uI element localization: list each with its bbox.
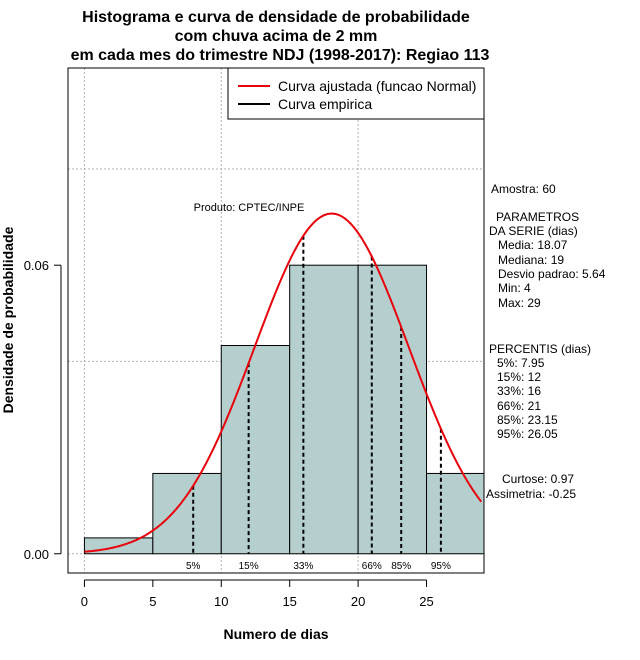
stats-panel: Amostra: 60 PARAMETROS DA SERIE (dias) M…: [486, 182, 606, 501]
percentile-label: 5%: [186, 561, 201, 572]
percentile-lines: 5% 15% 33% 66% 85% 95%: [186, 235, 451, 572]
title-line-3: em cada mes do trimestre NDJ (1998-2017)…: [71, 47, 490, 64]
histogram-bar: [152, 472, 222, 555]
param-median: Mediana: 19: [498, 253, 564, 267]
kurtosis: Curtose: 0.97: [502, 472, 574, 486]
fitted-normal-curve: [84, 212, 483, 553]
product-annotation: Produto: CPTEC/INPE: [194, 202, 305, 214]
histogram-bars: [83, 264, 485, 555]
x-axis-title: Numero de dias: [223, 626, 328, 642]
percentile-label: 33%: [293, 561, 313, 572]
percentil-85: 85%: 23.15: [497, 413, 558, 427]
x-axis: 0 5 10 15 20 25: [81, 579, 434, 609]
y-tick-label: 0.00: [24, 547, 49, 562]
fitted-curve-layer: [84, 212, 483, 553]
title-line-2: com chuva acima de 2 mm: [175, 28, 378, 45]
histogram-bar: [220, 345, 291, 555]
x-tick-label: 10: [214, 594, 228, 609]
percentile-label: 66%: [362, 561, 382, 572]
percentil-15: 15%: 12: [497, 370, 541, 384]
legend-box: [227, 67, 485, 120]
y-axis: 0.00 0.06: [24, 258, 62, 562]
legend-empirical-label: Curva empirica: [278, 96, 372, 112]
title-line-1: Histograma e curva de densidade de proba…: [82, 9, 470, 26]
percentil-66: 66%: 21: [497, 399, 541, 413]
histogram-bar: [357, 264, 428, 555]
x-tick-label: 0: [81, 594, 88, 609]
x-tick-label: 5: [149, 594, 156, 609]
param-mean: Media: 18.07: [498, 238, 568, 252]
legend-fitted-label: Curva ajustada (funcao Normal): [278, 78, 476, 94]
param-sd: Desvio padrao: 5.64: [498, 267, 606, 281]
y-tick-label: 0.06: [24, 258, 49, 273]
histogram-bar: [426, 472, 485, 555]
chart-title: Histograma e curva de densidade de proba…: [71, 9, 490, 64]
params-subheader: DA SERIE (dias): [489, 224, 578, 238]
param-max: Max: 29: [498, 296, 541, 310]
percentile-label: 95%: [431, 561, 451, 572]
x-tick-label: 20: [351, 594, 365, 609]
y-axis-title: Densidade de probabilidade: [0, 226, 16, 413]
percentis-header: PERCENTIS (dias): [489, 342, 591, 356]
param-min: Min: 4: [498, 281, 531, 295]
skewness: Assimetria: -0.25: [486, 487, 576, 501]
percentil-95: 95%: 26.05: [497, 427, 558, 441]
x-tick-label: 15: [282, 594, 296, 609]
x-tick-label: 25: [419, 594, 433, 609]
sample-size: Amostra: 60: [491, 182, 556, 196]
percentile-label: 15%: [239, 561, 259, 572]
percentil-5: 5%: 7.95: [497, 356, 545, 370]
legend: Curva ajustada (funcao Normal) Curva emp…: [227, 67, 485, 120]
percentil-33: 33%: 16: [497, 384, 541, 398]
params-header: PARAMETROS: [496, 210, 579, 224]
histogram-bar: [289, 264, 359, 555]
percentile-label: 85%: [391, 561, 411, 572]
